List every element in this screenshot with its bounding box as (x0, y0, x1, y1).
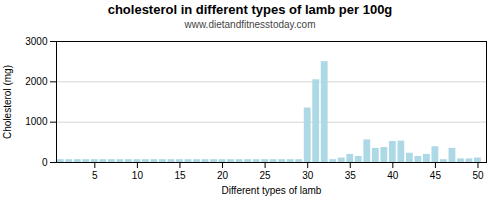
html-text:cholesterol in different types: cholesterol in different types of lamb p… (107, 2, 393, 17)
svg-text:25: 25 (260, 170, 272, 181)
svg-text:10: 10 (132, 170, 144, 181)
svg-text:20: 20 (217, 170, 229, 181)
svg-text:2000: 2000 (25, 76, 48, 87)
svg-text:50: 50 (472, 170, 484, 181)
svg-text:Cholesterol (mg): Cholesterol (mg) (2, 65, 13, 139)
svg-text:0: 0 (42, 157, 48, 168)
html-text:www.dietandfitnesstoday.com: www.dietandfitnesstoday.com (184, 19, 316, 30)
svg-text:15: 15 (174, 170, 186, 181)
svg-text:40: 40 (387, 170, 399, 181)
svg-text:Different types of lamb: Different types of lamb (222, 185, 322, 196)
svg-text:35: 35 (345, 170, 357, 181)
svg-text:1000: 1000 (25, 116, 48, 127)
svg-text:45: 45 (430, 170, 442, 181)
svg-text:3000: 3000 (25, 36, 48, 47)
svg-text:30: 30 (302, 170, 314, 181)
svg-text:5: 5 (92, 170, 98, 181)
